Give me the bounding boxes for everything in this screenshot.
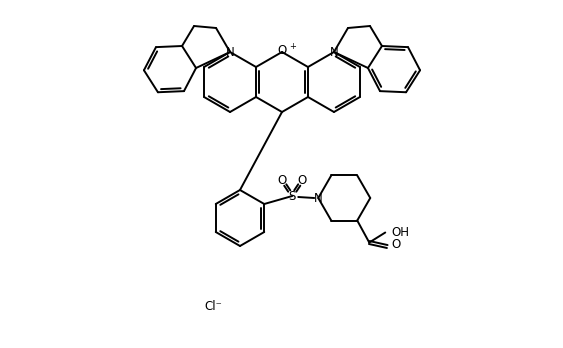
- Text: Cl⁻: Cl⁻: [204, 301, 222, 314]
- Text: O: O: [298, 174, 307, 187]
- Text: O: O: [391, 238, 400, 251]
- Text: O: O: [278, 45, 287, 57]
- Text: N: N: [226, 46, 234, 58]
- Text: O: O: [278, 174, 287, 187]
- Text: N: N: [329, 46, 338, 58]
- Text: N: N: [314, 191, 323, 205]
- Text: +: +: [289, 42, 296, 51]
- Text: OH: OH: [391, 226, 409, 239]
- Text: S: S: [289, 190, 296, 203]
